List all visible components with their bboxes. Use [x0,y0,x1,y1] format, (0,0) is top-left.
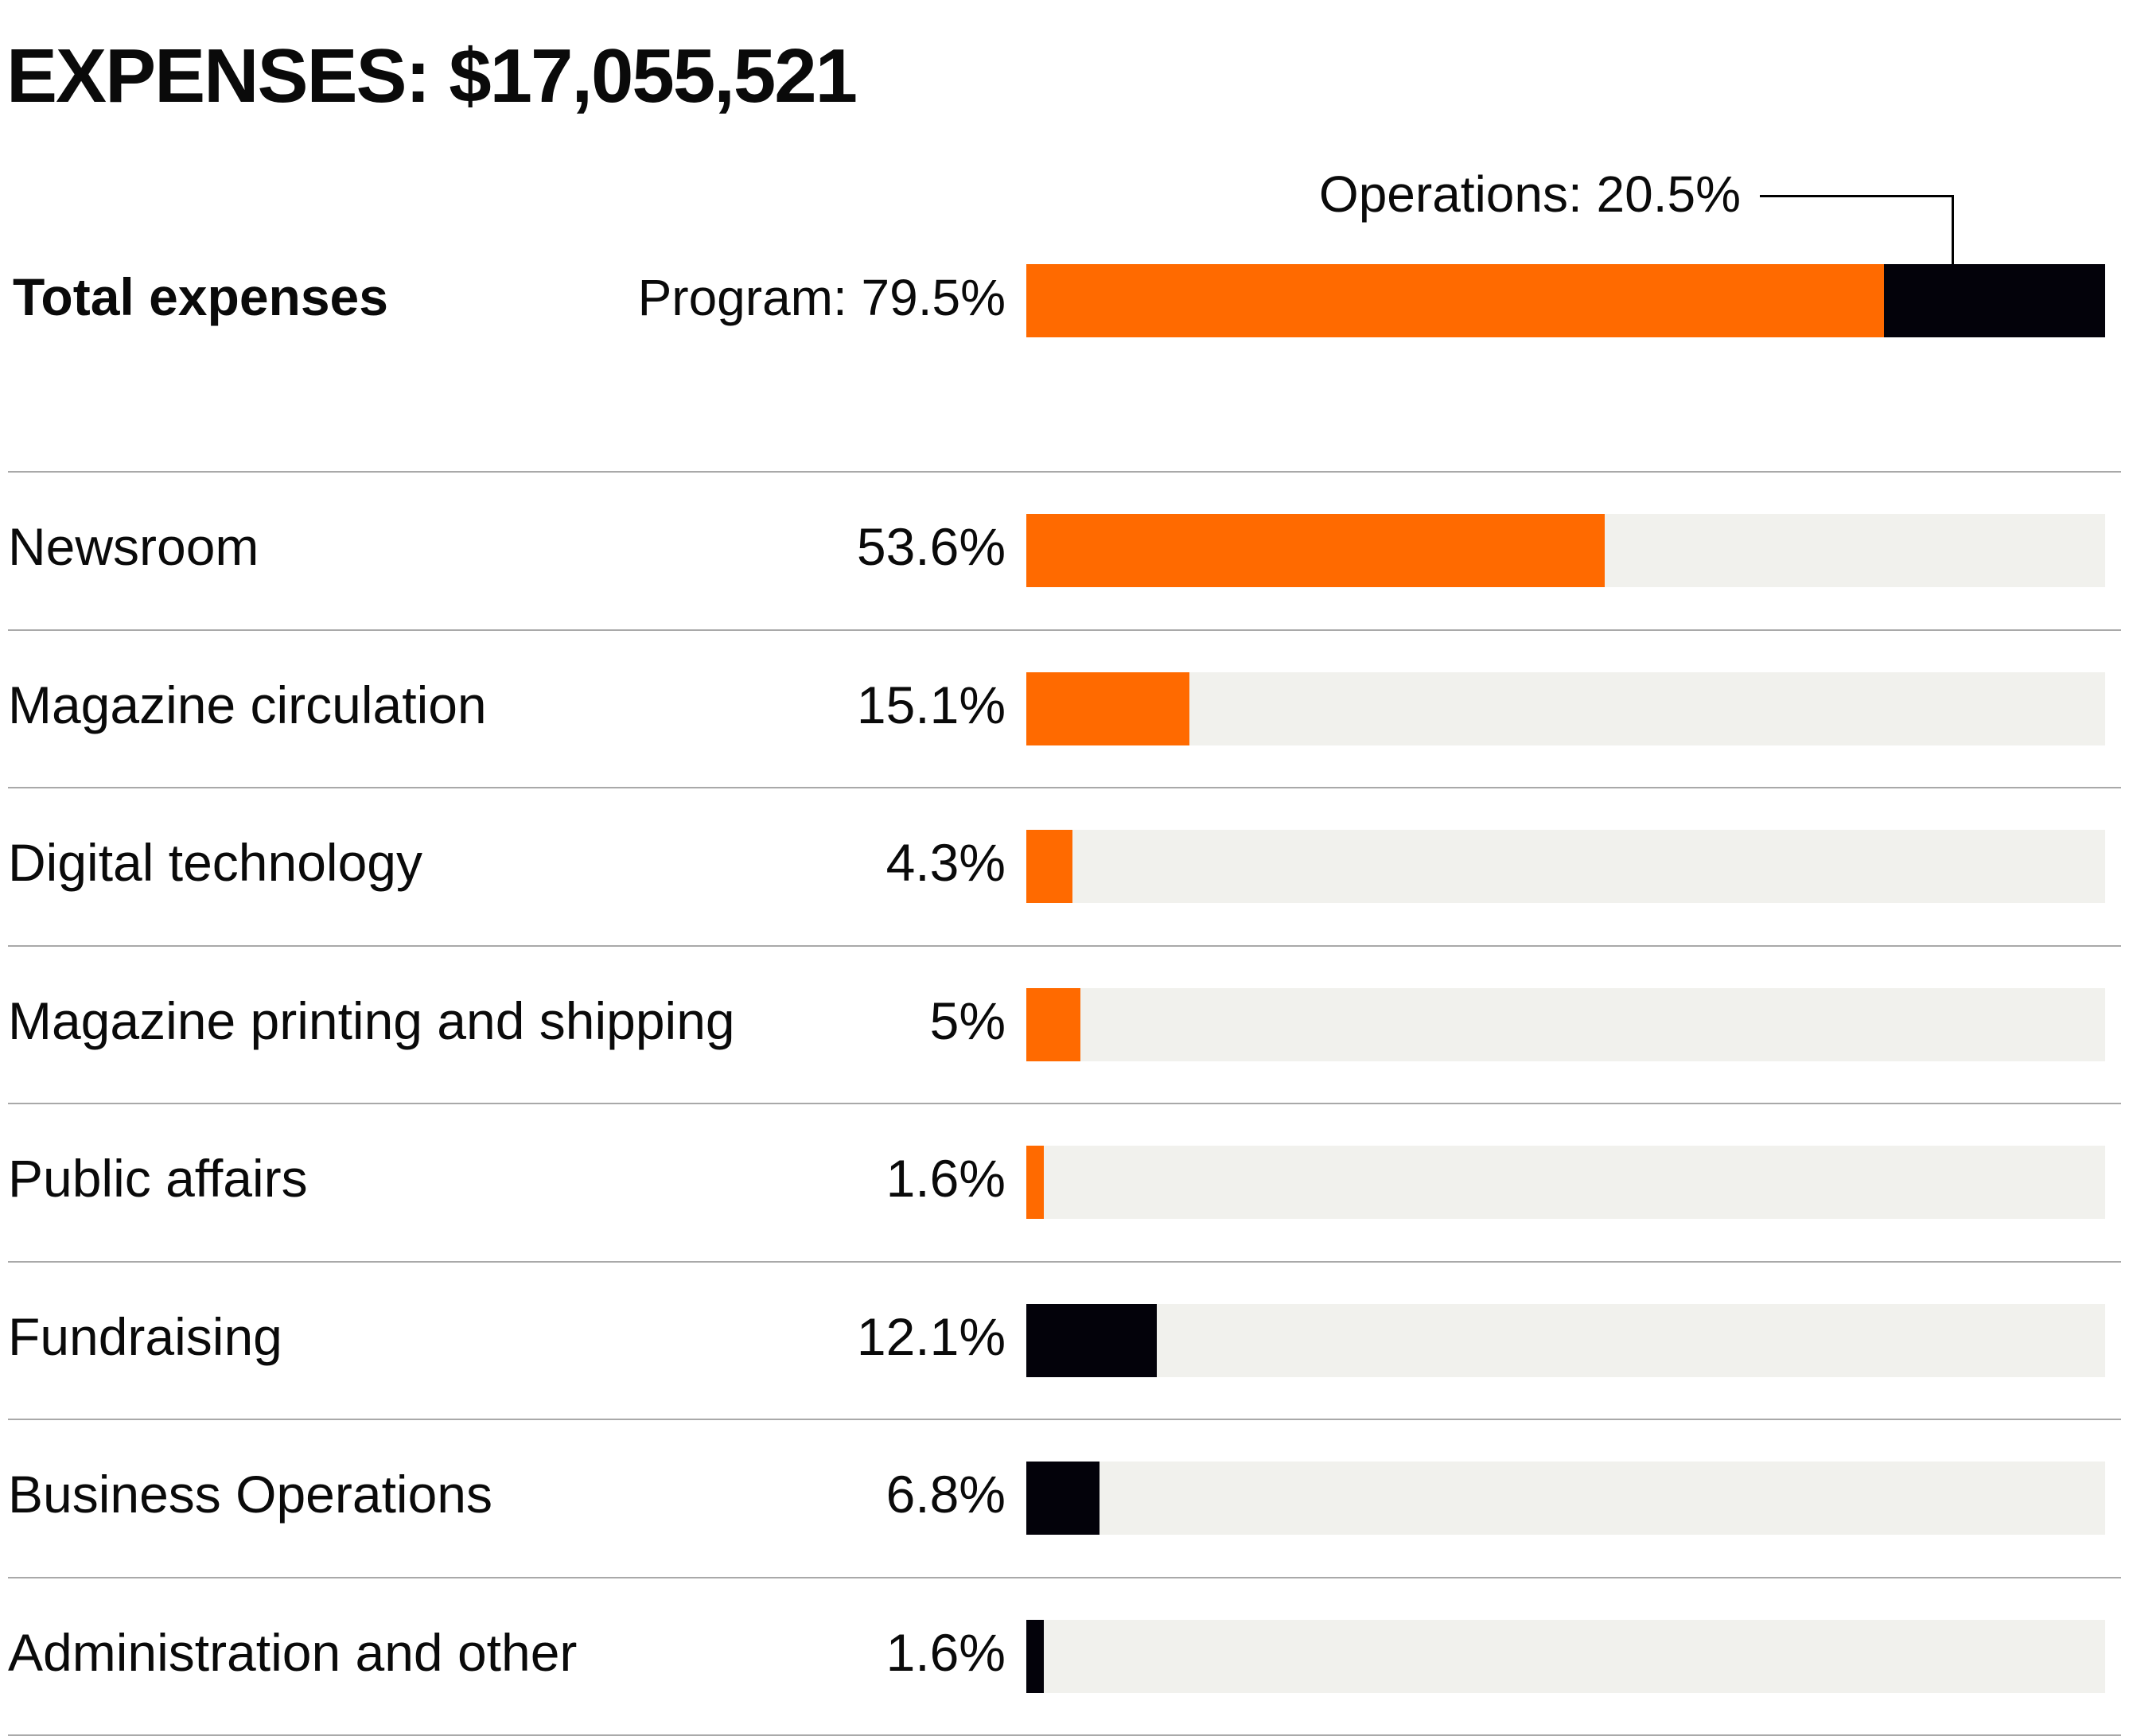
bar [1026,987,1080,1061]
operations-leader-line [1760,195,1954,197]
bar [1026,1146,1044,1219]
value-label: 6.8% [885,1465,1006,1524]
program-share-label: Program: 79.5% [637,269,1006,326]
bar-track [1026,1619,2105,1693]
category-label: Fundraising [8,1306,282,1366]
row-divider [8,1260,2121,1263]
value-label: 1.6% [885,1149,1006,1208]
bar [1026,514,1605,587]
bar-row: Digital technology 4.3% [8,787,2121,944]
bar [1026,671,1189,745]
bar-row: Magazine printing and shipping 5% [8,944,2121,1103]
value-label: 12.1% [856,1306,1006,1366]
row-divider [8,1419,2121,1420]
row-divider [8,471,2121,473]
bar [1026,1619,1044,1693]
bar-track [1026,1303,2105,1377]
category-label: Magazine circulation [8,675,487,734]
bar-row: Administration and other 1.6% [8,1576,2121,1734]
bar-track [1026,987,2105,1061]
category-label: Digital technology [8,833,422,892]
value-label: 53.6% [856,517,1006,576]
bar-row: Fundraising 12.1% [8,1260,2121,1419]
category-label: Business Operations [8,1465,492,1524]
bar [1026,1462,1100,1535]
bar-track [1026,671,2105,745]
program-segment [1026,264,1885,337]
bar-row: Newsroom 53.6% [8,471,2121,629]
operations-share-label: Operations: 20.5% [1318,165,1741,223]
category-label: Administration and other [8,1622,578,1682]
bar [1026,830,1073,903]
bar-track [1026,1146,2105,1219]
value-label: 4.3% [885,833,1006,892]
bar-track [1026,1462,2105,1535]
value-label: 5% [929,991,1006,1050]
bar [1026,1303,1158,1377]
bar-row: Business Operations 6.8% [8,1419,2121,1576]
row-divider [8,944,2121,947]
value-label: 15.1% [856,675,1006,734]
category-label: Magazine printing and shipping [8,991,735,1050]
chart-title: EXPENSES: $17,055,521 [6,33,858,119]
row-divider [8,1103,2121,1104]
category-label: Newsroom [8,517,259,576]
row-divider [8,629,2121,631]
total-expenses-bar [1026,264,2105,337]
category-label: Public affairs [8,1149,308,1208]
bar-track [1026,514,2105,587]
value-label: 1.6% [885,1622,1006,1682]
total-expenses-label: Total expenses [13,267,388,326]
operations-segment [1884,264,2105,337]
bar-row: Magazine circulation 15.1% [8,629,2121,787]
row-divider [8,1576,2121,1578]
operations-leader-line-vertical [1952,195,1954,264]
bar-row: Public affairs 1.6% [8,1103,2121,1260]
row-divider [8,787,2121,788]
bar-track [1026,830,2105,903]
